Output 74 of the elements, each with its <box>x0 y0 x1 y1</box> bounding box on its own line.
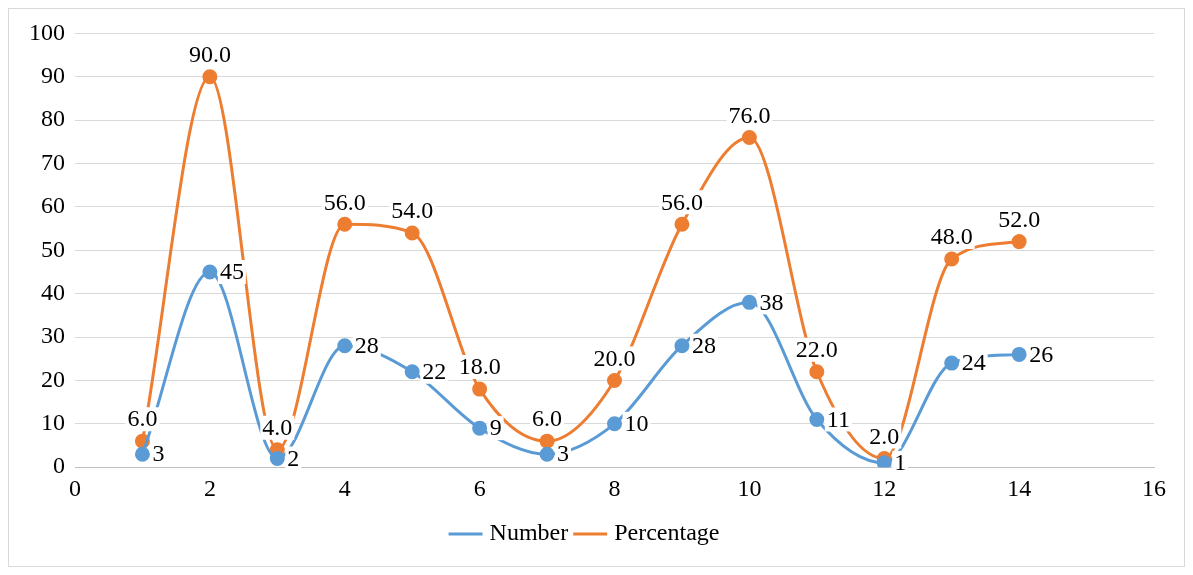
data-label: 22.0 <box>795 336 838 363</box>
data-label: 26 <box>1029 340 1054 367</box>
point <box>202 69 218 85</box>
y-tick-label: 50 <box>41 235 65 262</box>
x-tick-label: 8 <box>608 474 621 501</box>
data-label: 10 <box>624 410 649 437</box>
y-tick-label: 10 <box>41 409 65 436</box>
data-label: 6.0 <box>127 405 158 432</box>
y-tick-label: 40 <box>41 278 65 305</box>
y-tick-label: 0 <box>53 452 65 479</box>
data-label: 22 <box>422 358 447 385</box>
point <box>809 411 825 427</box>
data-label: 28 <box>691 332 716 359</box>
point <box>876 455 892 468</box>
point <box>472 420 488 436</box>
data-label: 28 <box>354 332 379 359</box>
data-label: 2.0 <box>869 422 900 449</box>
x-tick-label: 6 <box>473 474 486 501</box>
data-label: 76.0 <box>728 101 771 128</box>
data-label: 3 <box>557 440 570 467</box>
y-tick-label: 90 <box>41 62 65 89</box>
y-tick-label: 100 <box>29 18 65 45</box>
y-tick-label: 80 <box>41 105 65 132</box>
point <box>539 446 555 462</box>
point <box>404 225 420 241</box>
data-label: 6.0 <box>532 405 563 432</box>
data-label: 9 <box>489 414 502 441</box>
point <box>741 294 757 310</box>
point <box>337 338 353 354</box>
y-tick-label: 20 <box>41 365 65 392</box>
x-tick-label: 12 <box>872 474 897 501</box>
point <box>1011 346 1027 362</box>
point <box>674 338 690 354</box>
point <box>202 264 218 280</box>
point <box>944 355 960 371</box>
data-label: 56.0 <box>660 188 703 215</box>
x-tick-label: 14 <box>1007 474 1032 501</box>
point <box>134 446 150 462</box>
data-label: 45 <box>219 258 244 285</box>
data-label: 38 <box>759 288 784 315</box>
data-label: 18.0 <box>458 353 501 380</box>
data-label: 56.0 <box>323 188 366 215</box>
legend-label: Percentage <box>614 519 720 546</box>
y-tick-label: 60 <box>41 192 65 219</box>
point <box>674 216 690 232</box>
y-tick-label: 70 <box>41 148 65 175</box>
legend-label: Number <box>489 519 569 546</box>
point <box>741 130 757 146</box>
data-label: 24 <box>961 349 986 376</box>
point <box>809 364 825 380</box>
point <box>607 372 622 388</box>
point <box>944 251 960 267</box>
x-tick-label: 4 <box>338 474 351 501</box>
x-tick-label: 16 <box>1142 474 1166 501</box>
y-tick-label: 30 <box>41 322 65 349</box>
data-label: 52.0 <box>998 205 1041 232</box>
data-label: 4.0 <box>262 414 293 441</box>
point <box>1011 234 1027 250</box>
x-tick-label: 10 <box>737 474 762 501</box>
data-label: 2 <box>287 444 300 471</box>
data-label: 48.0 <box>930 223 973 250</box>
point <box>472 381 488 397</box>
point <box>607 416 622 432</box>
point <box>269 451 285 467</box>
point <box>337 216 353 232</box>
data-label: 11 <box>826 405 850 432</box>
data-label: 1 <box>894 449 907 476</box>
point <box>539 433 555 449</box>
data-label: 54.0 <box>391 197 434 224</box>
x-tick-label: 2 <box>203 474 216 501</box>
data-label: 90.0 <box>188 41 231 68</box>
data-label: 20.0 <box>593 344 636 371</box>
data-label: 3 <box>152 440 165 467</box>
point <box>404 364 420 380</box>
